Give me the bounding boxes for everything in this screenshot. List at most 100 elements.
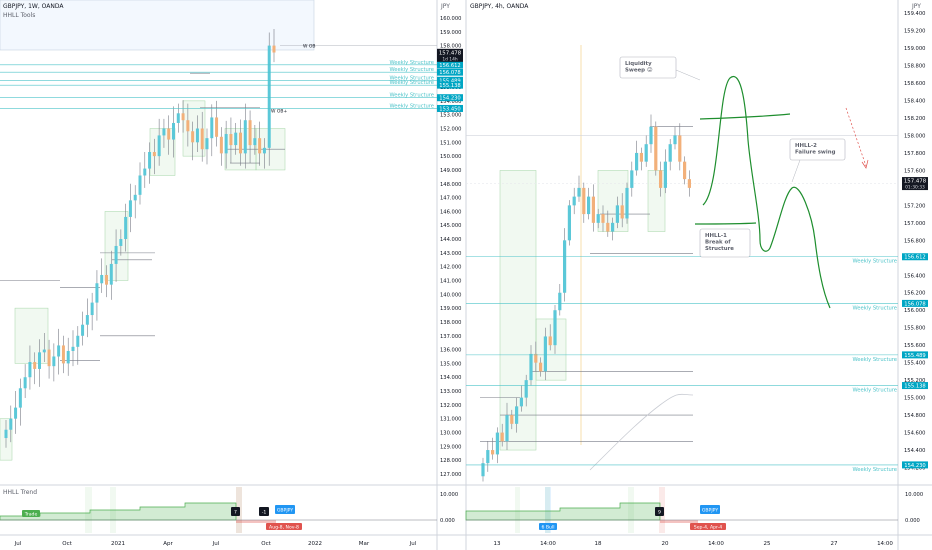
left-xtick-label: Mar — [359, 541, 370, 547]
left-structure-price-text: 155.489 — [439, 78, 460, 84]
left-structure-label: Weekly Structure — [389, 80, 434, 86]
left-candle-body — [81, 324, 85, 336]
right-ytick-label: 154.400 — [904, 448, 925, 454]
right-candle-body — [577, 187, 581, 197]
left-ytick-label: 129.000 — [440, 444, 461, 450]
left-ytick-label: 139.000 — [440, 306, 461, 312]
left-ytick-label: 149.000 — [440, 168, 461, 174]
right-candle-body — [683, 161, 687, 180]
left-ytick-label: 151.000 — [440, 140, 461, 146]
left-count2-tag-text: -1 — [262, 509, 267, 515]
left-candle-body — [152, 151, 156, 157]
hhll2-callout-text: HHLL-2 — [795, 143, 817, 149]
right-candle-body — [678, 135, 682, 162]
right-count-tag-box — [655, 507, 664, 516]
left-candle-body — [109, 263, 113, 285]
left-candle-body — [114, 245, 118, 264]
left-candle-body — [42, 349, 46, 353]
right-trade-tag-box — [539, 523, 557, 530]
left-indicator-title[interactable]: HHLL Tools — [3, 12, 36, 19]
left-symbol-title[interactable]: GBPJPY, 1W, OANDA — [3, 3, 64, 10]
left-count-tag-text: 7 — [234, 509, 237, 515]
left-structure-label: Weekly Structure — [389, 60, 434, 66]
right-symbol-title[interactable]: GBPJPY, 4h, OANDA — [470, 3, 529, 10]
left-red-tag-box — [266, 523, 302, 530]
right-ytick-label: 159.200 — [904, 29, 925, 35]
left-ytick-label: 144.000 — [440, 237, 461, 243]
left-candles — [4, 29, 276, 448]
left-candle-body — [243, 120, 247, 154]
left-candle-body — [138, 175, 142, 195]
left-candle-body — [219, 136, 223, 154]
right-candle-body — [659, 170, 663, 188]
left-candle-body — [262, 147, 266, 154]
left-trade-tag-text: Trade — [24, 511, 38, 517]
right-structure-label: Weekly Structure — [852, 259, 897, 265]
left-structure-price-text: 155.138 — [439, 83, 460, 89]
left-structure-price-text: 156.612 — [439, 63, 460, 69]
left-legend-box — [0, 0, 315, 51]
left-structure-price-tag — [437, 61, 463, 69]
left-candle-body — [18, 388, 22, 408]
right-candle-body — [635, 152, 639, 171]
liquidity-callout-text: Liquidity — [625, 61, 652, 67]
right-symbol-tag-text: GBPJPY — [702, 507, 719, 513]
left-ytick-label: 143.000 — [440, 251, 461, 257]
right-ytick-label: 157.800 — [904, 151, 925, 157]
left-candle-body — [71, 346, 75, 351]
left-ytick-label: 137.000 — [440, 334, 461, 340]
right-candle-body — [615, 205, 619, 223]
right-ytick-label: 155.000 — [904, 396, 925, 402]
left-candle-body — [100, 274, 104, 284]
left-ytick-label: 145.000 — [440, 223, 461, 229]
right-ytick-label: 159.400 — [904, 11, 925, 17]
left-ytick-label: 140.000 — [440, 292, 461, 298]
left-candle-body — [248, 120, 252, 146]
left-candle-body — [38, 352, 41, 369]
left-candle-body — [90, 302, 94, 316]
right-symbol-tag-box — [700, 505, 720, 514]
right-structure-label: Weekly Structure — [852, 388, 897, 394]
right-sub-highlight — [628, 487, 634, 533]
right-candle-body — [481, 463, 485, 477]
right-ytick-label: 155.800 — [904, 326, 925, 332]
right-candles — [481, 114, 691, 482]
right-candle-body — [548, 336, 552, 346]
left-time-axis[interactable]: Jul Oct 2021 Apr Jul Oct 2022 Mar Jul — [14, 541, 417, 547]
left-candle-body — [47, 349, 51, 367]
right-structure-price-text: 156.612 — [904, 255, 925, 261]
left-xtick-label: Jul — [409, 541, 417, 547]
right-ytick-label: 158.400 — [904, 98, 925, 104]
hhll2-callout-pointer — [791, 159, 801, 183]
left-price-text: 157.478 — [439, 50, 462, 56]
left-count2-tag-box — [259, 507, 269, 516]
hhll2-callout-text: Failure swing — [795, 150, 836, 156]
right-candle-body — [529, 353, 533, 381]
left-candle-body — [52, 356, 56, 367]
left-candle-body — [215, 117, 219, 137]
left-candle-body — [76, 335, 80, 347]
right-structure-price-tag — [902, 461, 928, 469]
left-candle-body — [4, 429, 8, 439]
left-candle-body — [229, 134, 233, 146]
right-xtick-label: 13 — [494, 541, 501, 547]
left-ytick-label: 138.000 — [440, 320, 461, 326]
right-structure-price-text: 155.489 — [904, 353, 925, 359]
right-time-axis[interactable]: 13 14:00 18 20 14:00 25 27 14:00 — [494, 541, 894, 547]
left-symbol-tag-box — [275, 505, 295, 514]
left-ytick-label: 152.000 — [440, 127, 461, 133]
left-subpane-title[interactable]: HHLL Trend — [3, 489, 38, 496]
left-sub-ytick: 0.000 — [440, 518, 455, 524]
right-candle-body — [558, 292, 562, 311]
left-candle-body — [267, 45, 271, 148]
left-candle-body — [191, 131, 195, 143]
right-candle-body — [591, 196, 595, 223]
right-moving-average — [589, 393, 694, 471]
right-candle-body — [491, 450, 495, 455]
right-candle-body — [625, 187, 629, 219]
right-xtick-label: 14:00 — [708, 541, 724, 547]
left-candle-body — [28, 362, 32, 378]
right-candle-body — [510, 415, 514, 424]
left-ytick-label: 130.000 — [440, 430, 461, 436]
